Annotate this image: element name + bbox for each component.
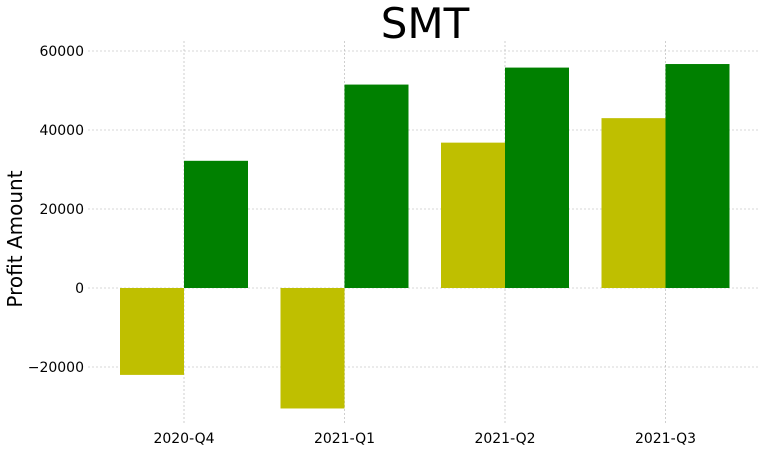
- y-axis-label: Profit Amount: [3, 170, 27, 307]
- y-tick-label: 40000: [39, 123, 84, 139]
- bar-series-2-2020-Q4: [184, 160, 248, 288]
- bar-series-1-2021-Q1: [280, 288, 345, 409]
- chart-title: SMT: [380, 0, 470, 48]
- y-tick-label: 0: [75, 281, 84, 297]
- bar-series-2-2021-Q1: [344, 84, 409, 288]
- y-tick-label: 20000: [39, 202, 84, 218]
- bar-layer: [120, 64, 730, 409]
- bar-series-2-2021-Q3: [665, 64, 730, 288]
- bar-series-1-2021-Q3: [601, 118, 666, 289]
- y-tick-label: −20000: [28, 360, 84, 376]
- x-tick-labels: 2020-Q4 2021-Q1 2021-Q2 2021-Q3: [153, 431, 696, 447]
- bar-series-1-2020-Q4: [120, 288, 184, 375]
- y-tick-labels: −20000 0 20000 40000 60000: [28, 44, 84, 376]
- x-tick-label: 2021-Q3: [635, 431, 696, 447]
- bar-series-1-2021-Q2: [441, 142, 505, 288]
- y-tick-label: 60000: [39, 44, 84, 60]
- x-tick-label: 2021-Q2: [474, 431, 535, 447]
- x-tick-label: 2020-Q4: [153, 431, 214, 447]
- x-tick-label: 2021-Q1: [314, 431, 375, 447]
- bar-series-2-2021-Q2: [505, 67, 569, 288]
